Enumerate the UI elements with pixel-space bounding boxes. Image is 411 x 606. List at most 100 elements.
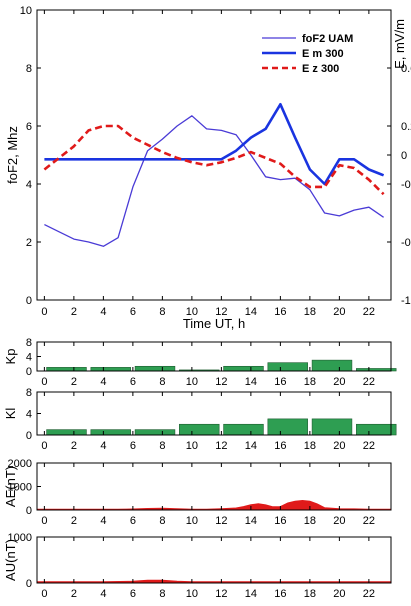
area-fill (36, 499, 392, 511)
x-tick-label: 8 (159, 376, 165, 388)
x-tick-label: 4 (100, 588, 106, 600)
x-tick-label: 12 (215, 306, 227, 318)
y-tick-label: 4 (26, 179, 32, 191)
x-tick-label: 18 (304, 440, 316, 452)
y-axis-label: Kp (3, 349, 18, 365)
y-tick-label: 8 (26, 387, 32, 399)
x-tick-label: 22 (363, 376, 375, 388)
x-tick-label: 12 (215, 515, 227, 527)
x-tick-label: 4 (100, 306, 106, 318)
x-tick-label: 16 (274, 306, 286, 318)
y2-tick-label: -0.6 (401, 237, 411, 249)
y2-tick-label: -1 (401, 295, 411, 307)
y-axis-label: AU(nT) (3, 539, 18, 581)
y-tick-label: 0 (26, 430, 32, 442)
x-tick-label: 22 (363, 588, 375, 600)
x-tick-label: 14 (245, 588, 257, 600)
x-tick-label: 2 (71, 306, 77, 318)
bar (46, 429, 87, 436)
legend-label: E z 300 (302, 63, 339, 75)
x-tick-label: 2 (71, 376, 77, 388)
legend-label: E m 300 (302, 48, 344, 60)
x-tick-label: 10 (186, 440, 198, 452)
y-tick-label: 4 (26, 352, 32, 364)
x-tick-label: 10 (186, 306, 198, 318)
x-tick-label: 8 (159, 440, 165, 452)
x-tick-label: 2 (71, 440, 77, 452)
x-tick-label: 22 (363, 440, 375, 452)
y2-tick-label: -0.2 (401, 179, 411, 191)
x-tick-label: 0 (41, 515, 47, 527)
x-tick-label: 6 (130, 588, 136, 600)
x-tick-label: 20 (333, 588, 345, 600)
y2-tick-label: 0.2 (401, 121, 411, 133)
x-tick-label: 20 (333, 376, 345, 388)
x-tick-label: 4 (100, 376, 106, 388)
y-tick-label: 0 (26, 366, 32, 378)
main-panel: 0 2 4 6 8 10 12 14 16 18 20 22 0 2 4 6 8 10 -1 -0.6 -0.2 0 0.2… (5, 5, 411, 331)
x-tick-label: 22 (363, 515, 375, 527)
x-tick-label: 16 (274, 588, 286, 600)
x-tick-label: 14 (245, 376, 257, 388)
y-tick-label: 8 (26, 337, 32, 349)
x-tick-label: 18 (304, 376, 316, 388)
x-tick-label: 10 (186, 376, 198, 388)
bar (311, 418, 353, 436)
bar (90, 367, 131, 372)
y-tick-label: 2 (26, 237, 32, 249)
y-tick-label: 0 (26, 295, 32, 307)
x-tick-label: 12 (215, 376, 227, 388)
x-tick-label: 0 (41, 306, 47, 318)
bar (223, 423, 264, 436)
y-tick-label: 1000 (8, 532, 32, 544)
x-tick-label: 20 (333, 306, 345, 318)
x-tick-label: 2 (71, 515, 77, 527)
x-tick-label: 14 (245, 440, 257, 452)
bar (46, 367, 87, 372)
bar (179, 423, 220, 436)
y2-axis-label: E, mV/m (392, 19, 407, 69)
x-tick-label: 8 (159, 306, 165, 318)
x-tick-label: 10 (186, 515, 198, 527)
x-tick-label: 8 (159, 588, 165, 600)
x-tick-label: 10 (186, 588, 198, 600)
bar (267, 362, 308, 372)
x-tick-label: 20 (333, 440, 345, 452)
bar (311, 359, 353, 372)
plot-frame (36, 462, 392, 511)
kl-panel: 0 2 4 6 8 10 12 14 16 18 20 22 0 4 8 Kl (3, 387, 397, 452)
x-tick-label: 6 (130, 306, 136, 318)
x-tick-label: 18 (304, 588, 316, 600)
x-tick-label: 18 (304, 515, 316, 527)
x-tick-label: 16 (274, 376, 286, 388)
x-tick-label: 4 (100, 515, 106, 527)
x-tick-label: 12 (215, 440, 227, 452)
y-tick-label: 8 (26, 63, 32, 75)
x-tick-label: 16 (274, 515, 286, 527)
y-axis-label: Kl (3, 408, 18, 420)
bar (134, 365, 176, 372)
y-axis-label: AE(nT) (3, 466, 18, 507)
x-tick-label: 20 (333, 515, 345, 527)
y-tick-label: 2000 (8, 458, 32, 470)
bar (356, 423, 397, 436)
x-tick-label: 0 (41, 376, 47, 388)
series-line-2 (44, 103, 385, 186)
y-axis-label: foF2, Mhz (5, 126, 20, 184)
y-tick-label: 1000 (8, 482, 32, 494)
x-tick-label: 6 (130, 515, 136, 527)
x-tick-label: 22 (363, 306, 375, 318)
x-tick-label: 0 (41, 588, 47, 600)
y-tick-label: 4 (26, 409, 32, 421)
bar (134, 429, 176, 436)
x-tick-label: 2 (71, 588, 77, 600)
x-tick-label: 6 (130, 376, 136, 388)
bar (223, 365, 264, 372)
x-tick-label: 6 (130, 440, 136, 452)
x-tick-label: 8 (159, 515, 165, 527)
x-tick-label: 18 (304, 306, 316, 318)
x-tick-label: 14 (245, 306, 257, 318)
